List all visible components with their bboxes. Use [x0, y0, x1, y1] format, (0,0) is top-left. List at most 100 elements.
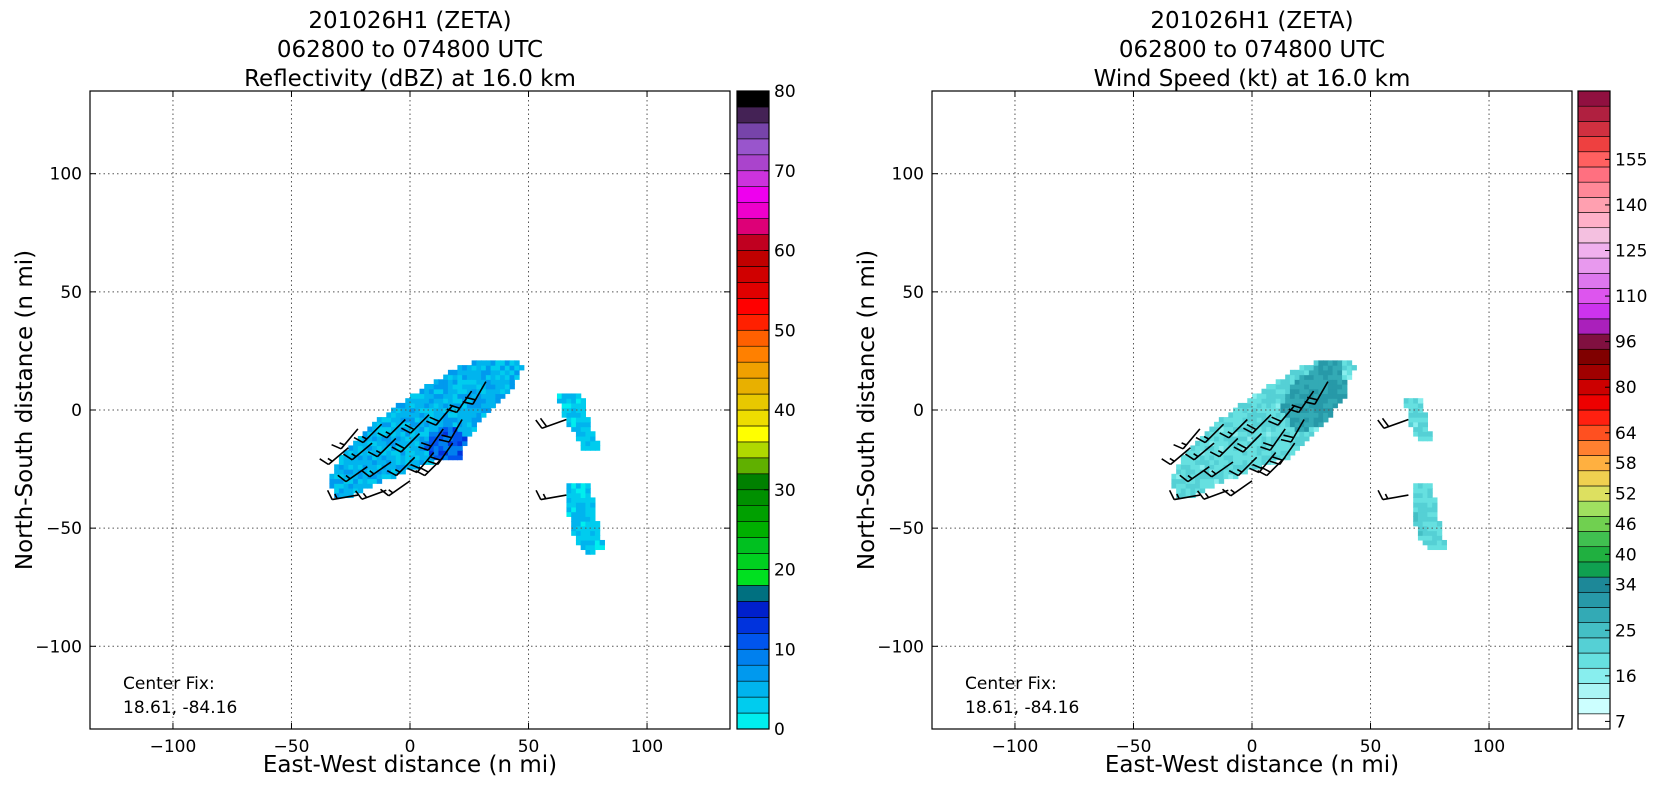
colorbar-bin — [736, 505, 770, 522]
data-cell — [580, 402, 587, 409]
data-cell — [599, 539, 605, 546]
data-cell — [1247, 445, 1253, 451]
data-cell — [585, 483, 591, 489]
data-cell — [590, 511, 596, 517]
wind-barb — [1257, 456, 1286, 477]
data-cell — [1247, 426, 1253, 432]
data-cell — [1237, 426, 1244, 432]
data-cell — [1299, 402, 1305, 409]
data-cell — [410, 440, 416, 447]
data-cell — [561, 402, 568, 409]
data-cell — [471, 417, 477, 423]
data-cell — [447, 379, 454, 385]
data-cell — [367, 440, 373, 447]
data-cell — [1270, 388, 1277, 395]
colorbar-bin — [1577, 637, 1611, 654]
colorbar-bin — [1577, 698, 1611, 715]
data-cell — [481, 388, 487, 395]
x-tick-label: −50 — [274, 737, 310, 757]
data-cell — [334, 487, 340, 494]
data-cell — [1266, 398, 1272, 404]
data-cell — [1266, 384, 1272, 390]
data-cell — [419, 426, 425, 432]
data-cell — [1218, 421, 1225, 428]
data-cell — [1436, 525, 1443, 532]
data-cell — [1313, 365, 1319, 371]
data-cell — [1289, 384, 1296, 390]
wind-barb — [462, 381, 487, 405]
data-cell — [386, 454, 392, 461]
data-cell — [1337, 398, 1343, 404]
colorbar-bin — [1577, 90, 1611, 107]
data-cell — [1247, 412, 1253, 418]
data-cell — [1252, 440, 1258, 447]
data-cell — [1318, 384, 1324, 390]
data-cell — [585, 544, 591, 551]
data-cell — [1266, 388, 1272, 395]
data-cell — [1422, 511, 1429, 517]
colorbar-bin — [1577, 683, 1611, 699]
data-cell — [372, 464, 378, 470]
data-cell — [580, 431, 587, 437]
data-cell — [1223, 426, 1229, 432]
data-cell — [590, 506, 596, 513]
data-cell — [438, 402, 444, 409]
data-cell — [452, 393, 459, 399]
data-cell — [1417, 431, 1424, 437]
data-cell — [1417, 417, 1424, 423]
data-cell — [1190, 487, 1196, 494]
data-cell — [504, 384, 511, 390]
data-cell — [1318, 360, 1324, 366]
data-cell — [1422, 502, 1429, 508]
data-cell — [1427, 506, 1433, 513]
data-cell — [410, 398, 416, 404]
data-cell — [1214, 426, 1220, 432]
data-cell — [1299, 384, 1305, 390]
data-cell — [1327, 360, 1334, 366]
data-cell — [1180, 454, 1187, 461]
data-cell — [1313, 374, 1319, 380]
data-cell — [372, 440, 378, 447]
data-cell — [585, 492, 591, 499]
data-cell — [1199, 459, 1206, 465]
wind-barb — [1184, 442, 1215, 461]
data-cell — [580, 530, 587, 536]
data-cell — [585, 539, 591, 546]
data-cell — [1289, 393, 1296, 399]
data-cell — [495, 388, 501, 395]
data-cell — [424, 388, 430, 395]
data-cell — [590, 431, 596, 437]
data-cell — [1408, 398, 1414, 404]
data-cell — [566, 412, 572, 418]
data-cell — [1280, 426, 1286, 432]
data-cell — [1285, 417, 1291, 423]
data-cell — [1204, 450, 1210, 456]
data-cell — [485, 398, 492, 404]
data-cell — [481, 369, 487, 376]
data-cell — [500, 393, 506, 399]
data-cell — [443, 431, 449, 437]
data-cell — [575, 487, 582, 494]
data-cell — [362, 464, 368, 470]
data-cell — [457, 426, 463, 432]
data-cell — [580, 535, 587, 541]
data-cell — [338, 487, 345, 494]
data-cell — [1261, 454, 1267, 461]
data-cell — [447, 369, 454, 376]
data-cell — [575, 492, 582, 499]
data-cell — [334, 478, 340, 484]
data-cell — [594, 440, 601, 447]
data-cell — [509, 369, 515, 376]
colorbar-bin — [736, 329, 770, 347]
data-cell — [1195, 487, 1201, 494]
data-cell — [1199, 487, 1206, 494]
data-cell — [1289, 369, 1296, 376]
data-cell — [447, 445, 454, 451]
data-cell — [428, 398, 435, 404]
data-cell — [575, 417, 582, 423]
data-cell — [452, 454, 459, 461]
colorbar-bin — [736, 218, 770, 235]
data-cell — [1299, 393, 1305, 399]
data-cell — [1233, 454, 1239, 461]
data-cell — [504, 365, 511, 371]
